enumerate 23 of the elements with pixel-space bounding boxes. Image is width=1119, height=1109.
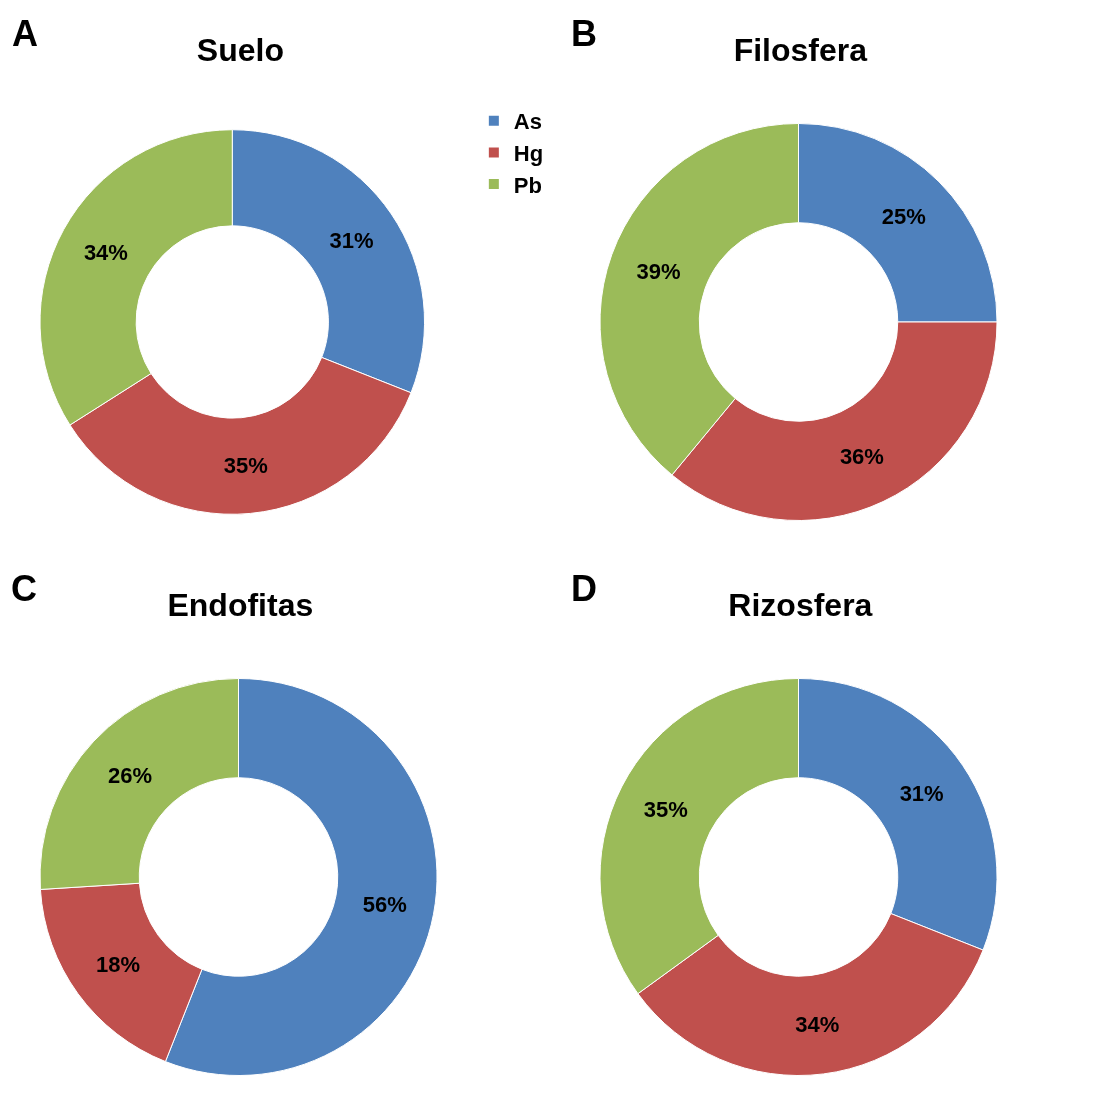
chart-title: Endofitas (167, 587, 314, 624)
text: A (12, 13, 38, 54)
data-label: 56% (362, 892, 407, 918)
text: D (571, 568, 597, 609)
legend-label: Pb (513, 172, 542, 198)
legend-label: As (513, 109, 542, 135)
data-label: 18% (96, 952, 141, 978)
data-label: 39% (636, 259, 681, 285)
chart-title: Suelo (196, 32, 284, 69)
chart-title: Filosfera (733, 32, 868, 69)
text: B (571, 13, 597, 54)
data-label: 35% (643, 796, 688, 822)
chart-title: Rizosfera (728, 587, 873, 624)
data-label: 26% (107, 762, 152, 788)
data-label: 31% (899, 780, 944, 806)
data-label: 25% (881, 204, 926, 230)
text: C (11, 568, 37, 609)
data-label: 31% (329, 228, 374, 254)
data-label: 34% (795, 1012, 840, 1038)
data-label: 34% (83, 240, 128, 266)
data-label: 36% (839, 444, 884, 470)
legend-label: Hg (513, 140, 544, 166)
data-label: 35% (223, 453, 268, 479)
